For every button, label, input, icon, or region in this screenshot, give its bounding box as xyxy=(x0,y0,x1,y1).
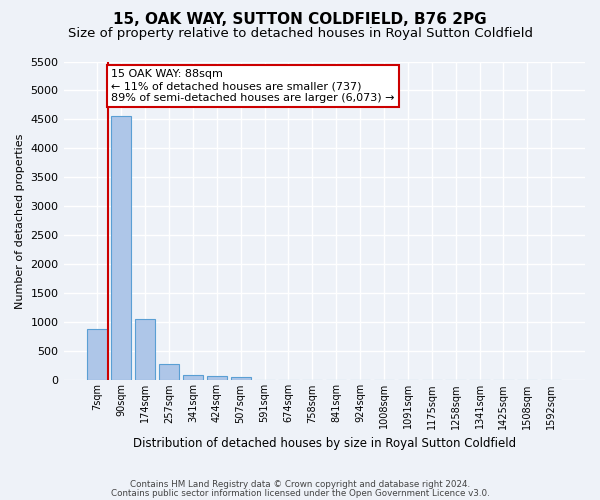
X-axis label: Distribution of detached houses by size in Royal Sutton Coldfield: Distribution of detached houses by size … xyxy=(133,437,516,450)
Bar xyxy=(111,116,131,380)
Bar xyxy=(183,375,203,380)
Bar xyxy=(206,376,227,380)
Y-axis label: Number of detached properties: Number of detached properties xyxy=(15,134,25,308)
Bar xyxy=(135,319,155,380)
Text: 15 OAK WAY: 88sqm
← 11% of detached houses are smaller (737)
89% of semi-detache: 15 OAK WAY: 88sqm ← 11% of detached hous… xyxy=(111,70,395,102)
Bar xyxy=(230,377,251,380)
Text: 15, OAK WAY, SUTTON COLDFIELD, B76 2PG: 15, OAK WAY, SUTTON COLDFIELD, B76 2PG xyxy=(113,12,487,28)
Bar xyxy=(159,364,179,380)
Bar xyxy=(87,330,107,380)
Text: Contains public sector information licensed under the Open Government Licence v3: Contains public sector information licen… xyxy=(110,488,490,498)
Text: Size of property relative to detached houses in Royal Sutton Coldfield: Size of property relative to detached ho… xyxy=(67,28,533,40)
Text: Contains HM Land Registry data © Crown copyright and database right 2024.: Contains HM Land Registry data © Crown c… xyxy=(130,480,470,489)
